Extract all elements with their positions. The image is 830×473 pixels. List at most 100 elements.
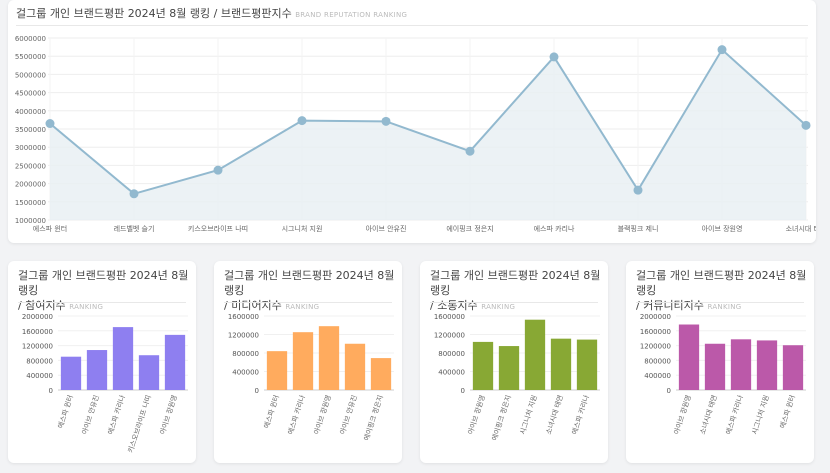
y-tick-label: 1600000 — [228, 313, 259, 321]
y-tick-label: 1600000 — [22, 328, 53, 336]
bar — [472, 341, 494, 390]
y-tick-label: 800000 — [26, 357, 53, 365]
x-tick-label: 아이브 안유진 — [80, 394, 101, 436]
title-divider — [224, 302, 392, 303]
bar — [782, 345, 804, 390]
x-tick-label: 아이브 장원영 — [466, 394, 487, 436]
community-index-card: 걸그룹 개인 브랜드평판 2024년 8월 랭킹 / 커뮤니티지수 RANKING… — [626, 261, 814, 463]
x-tick-label: 에이핑크 정은지 — [490, 394, 513, 442]
x-tick-label: 에스파 윈터 — [778, 394, 797, 430]
y-tick-label: 800000 — [644, 357, 671, 365]
area-fill — [50, 49, 806, 221]
x-tick-label: 에스파 카리나 — [534, 224, 575, 233]
x-tick-label: 키스오브라이프 나띠 — [126, 394, 153, 454]
y-tick-label: 5000000 — [15, 71, 46, 79]
y-tick-label: 1000000 — [15, 217, 46, 225]
data-point — [45, 119, 55, 129]
y-tick-label: 1600000 — [640, 328, 671, 336]
y-tick-label: 0 — [255, 387, 259, 395]
bar — [678, 324, 700, 390]
bar — [112, 327, 134, 390]
bar — [498, 346, 520, 390]
x-tick-label: 소녀시대 태연 — [786, 224, 816, 233]
x-tick-label: 에이핑크 정은지 — [446, 224, 493, 233]
y-tick-label: 2500000 — [15, 162, 46, 170]
bar — [344, 343, 366, 390]
title-divider — [16, 25, 808, 26]
y-tick-label: 1600000 — [434, 313, 465, 321]
x-tick-label: 키스오브라이프 나띠 — [188, 224, 248, 233]
y-tick-label: 1200000 — [228, 332, 259, 340]
title-divider — [636, 302, 804, 303]
y-tick-label: 400000 — [644, 372, 671, 380]
data-point — [465, 146, 475, 156]
y-tick-label: 4500000 — [15, 90, 46, 98]
y-tick-label: 0 — [667, 387, 671, 395]
x-tick-label: 블랙핑크 제니 — [618, 224, 659, 233]
bar — [292, 332, 314, 390]
x-tick-label: 시그니처 지원 — [282, 224, 323, 233]
bar — [370, 358, 392, 390]
x-tick-label: 아이브 장원영 — [672, 394, 693, 436]
bar — [524, 319, 546, 390]
data-point — [297, 116, 307, 126]
communication-index-card: 걸그룹 개인 브랜드평판 2024년 8월 랭킹 / 소통지수 RANKING 0… — [420, 261, 608, 463]
data-point — [381, 116, 391, 126]
y-tick-label: 2000000 — [640, 313, 671, 321]
y-tick-label: 0 — [461, 387, 465, 395]
data-point — [801, 120, 811, 130]
y-tick-label: 6000000 — [15, 35, 46, 43]
participation-bar-chart: 0 400000 800000 1200000 1600000 2000000 에스파 윈터… — [22, 313, 188, 454]
x-tick-label: 아이브 안유진 — [338, 394, 359, 436]
x-tick-label: 소녀시대 태연 — [698, 394, 719, 436]
media-index-card: 걸그룹 개인 브랜드평판 2024년 8월 랭킹 / 미디어지수 RANKING … — [214, 261, 402, 463]
bar — [318, 326, 340, 390]
y-tick-label: 3500000 — [15, 126, 46, 134]
bar — [704, 343, 726, 390]
y-tick-label: 0 — [49, 387, 53, 395]
y-tick-label: 400000 — [438, 369, 465, 377]
data-point — [549, 52, 559, 62]
x-tick-label: 아이브 장원영 — [312, 394, 333, 436]
bar — [266, 351, 288, 390]
x-tick-label: 에스파 카리나 — [286, 393, 307, 435]
x-tick-label: 에스파 카리나 — [106, 393, 127, 435]
brand-reputation-area-chart: 1000000 1500000 2000000 2500000 3000000 35000… — [15, 35, 816, 233]
x-tick-label: 소녀시대 태연 — [544, 394, 565, 436]
bar — [138, 355, 160, 390]
x-tick-label: 에스파 윈터 — [33, 224, 67, 233]
media-chart-subtitle: RANKING — [285, 303, 320, 311]
bar — [550, 338, 572, 390]
bar — [730, 339, 752, 390]
y-tick-label: 1200000 — [640, 343, 671, 351]
y-tick-label: 1200000 — [434, 332, 465, 340]
y-tick-label: 5500000 — [15, 53, 46, 61]
y-tick-label: 400000 — [26, 372, 53, 380]
title-divider — [18, 302, 186, 303]
series-line — [49, 48, 807, 195]
bar — [86, 350, 108, 390]
main-chart-subtitle: BRAND REPUTATION RANKING — [295, 11, 408, 19]
x-tick-label: 레드벨벳 슬기 — [114, 224, 155, 233]
x-tick-label: 아이브 안유진 — [366, 224, 407, 233]
data-point — [633, 185, 643, 195]
y-tick-label: 800000 — [438, 350, 465, 358]
x-tick-label: 시그니처 지원 — [518, 394, 539, 436]
y-tick-label: 400000 — [232, 369, 259, 377]
x-tick-label: 시그니처 지원 — [750, 394, 771, 436]
community-chart-subtitle: RANKING — [707, 303, 742, 311]
y-tick-label: 3000000 — [15, 144, 46, 152]
brand-reputation-card: 걸그룹 개인 브랜드평판 2024년 8월 랭킹 / 브랜드평판지수 BRAND… — [8, 0, 816, 243]
y-tick-label: 1200000 — [22, 343, 53, 351]
bar — [756, 340, 778, 390]
data-point — [129, 189, 139, 199]
main-chart-title: 걸그룹 개인 브랜드평판 2024년 8월 랭킹 / 브랜드평판지수 BRAND… — [16, 7, 408, 20]
x-tick-label: 에스파 윈터 — [56, 394, 75, 430]
bar — [576, 339, 598, 390]
x-tick-label: 아이브 장원영 — [702, 224, 743, 233]
y-tick-label: 2000000 — [15, 181, 46, 189]
x-tick-label: 에스파 카리나 — [724, 393, 745, 435]
y-tick-label: 800000 — [232, 350, 259, 358]
bar — [60, 356, 82, 390]
communication-chart-subtitle: RANKING — [481, 303, 516, 311]
